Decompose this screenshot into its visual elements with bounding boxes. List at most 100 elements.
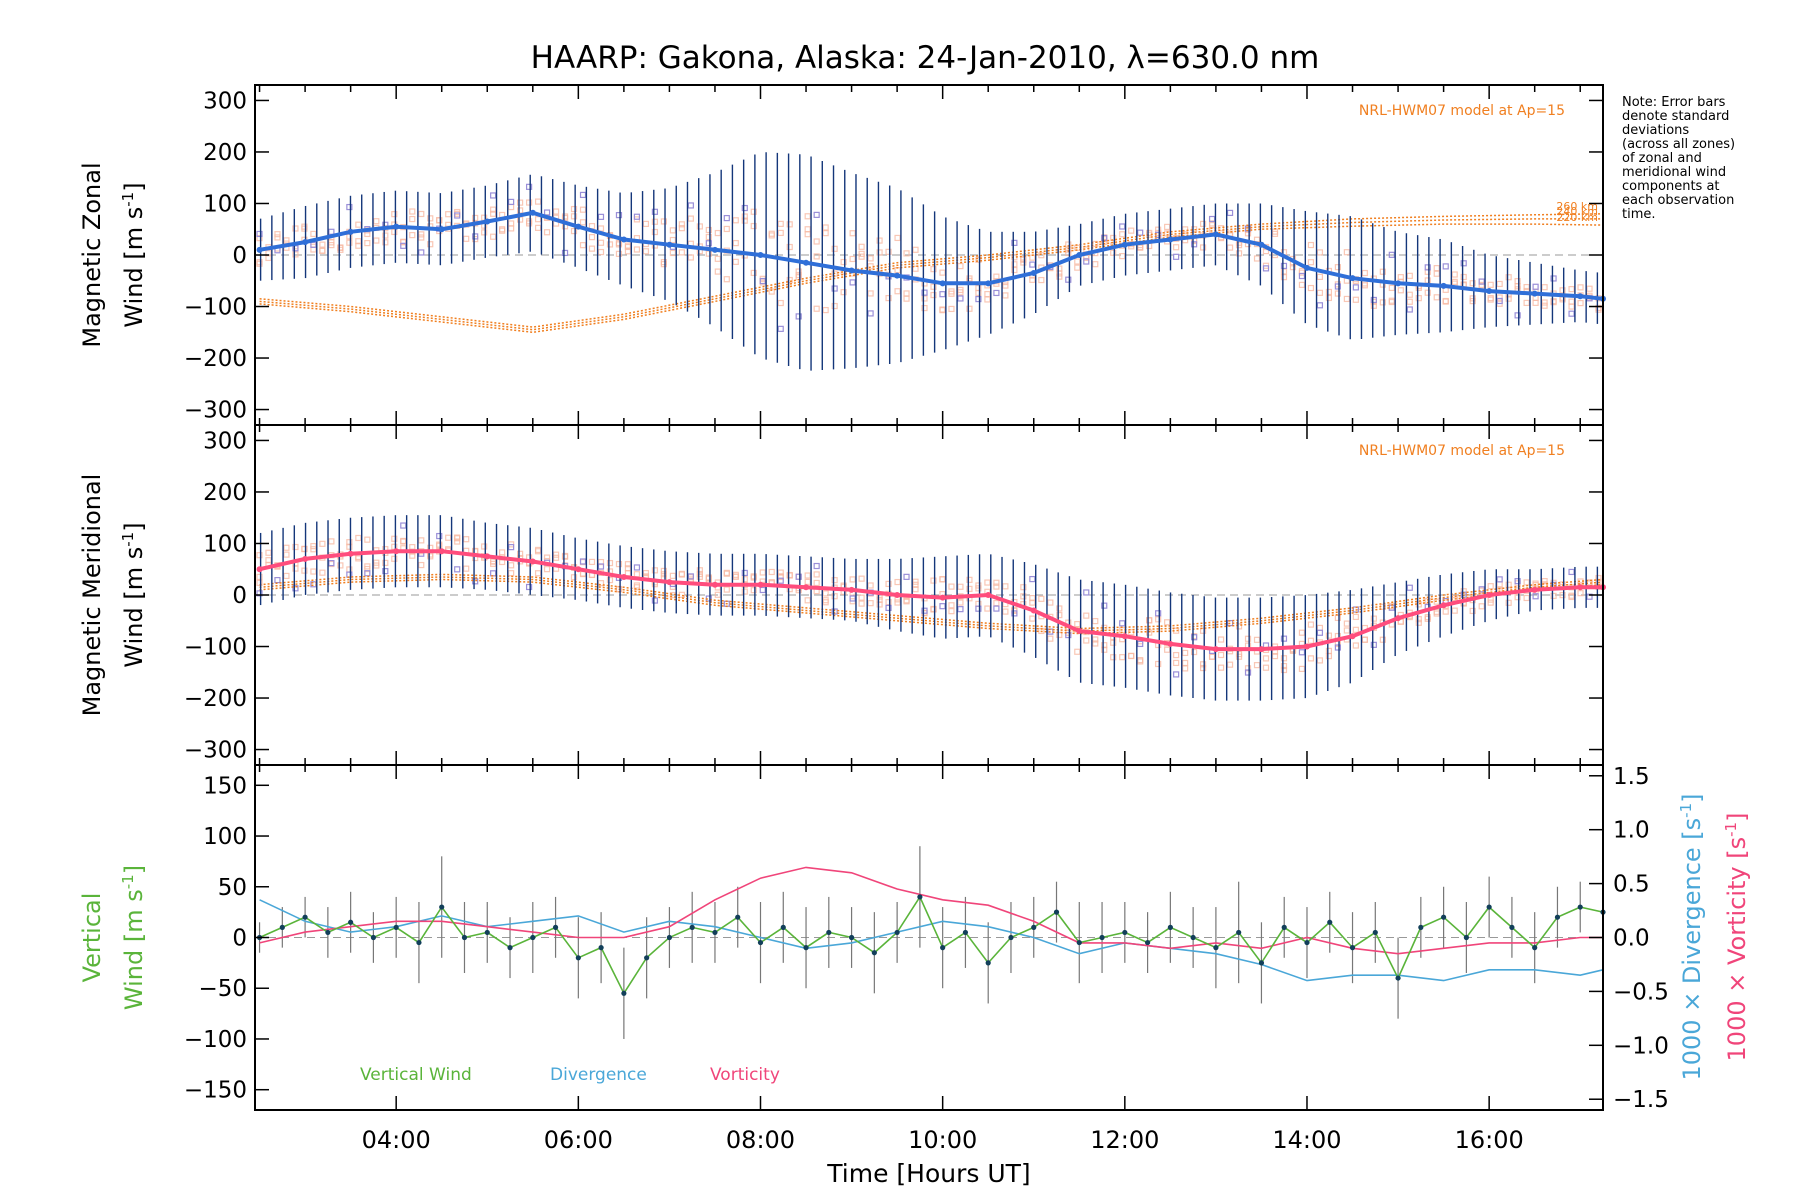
vertical-wind-point (416, 939, 422, 946)
zonal-wind-point (939, 280, 946, 287)
zone-marker (624, 248, 632, 255)
zone-marker (1415, 295, 1422, 302)
scatter-marker (1568, 310, 1575, 317)
zone-marker (517, 550, 524, 557)
zone-marker (840, 289, 847, 296)
zone-marker (732, 258, 739, 265)
zonal-wind-point (894, 272, 901, 279)
scatter-marker (615, 212, 623, 219)
zone-marker (570, 227, 578, 235)
zone-marker (1361, 282, 1368, 289)
zone-marker (1343, 249, 1350, 256)
vertical-wind-point (575, 955, 581, 961)
zone-marker (1092, 261, 1099, 268)
scatter-marker (1424, 264, 1431, 271)
vertical-wind-point (848, 934, 855, 941)
meridional-wind-point (1303, 643, 1310, 650)
zone-marker (1280, 274, 1288, 281)
scatter-marker (1155, 231, 1162, 238)
zone-marker (1146, 629, 1153, 636)
scatter-marker (1155, 610, 1162, 617)
zone-marker (822, 224, 829, 231)
zone-marker (1487, 599, 1494, 606)
scatter-marker (849, 279, 856, 286)
zone-marker (400, 239, 407, 246)
vertical-wind-point (1167, 924, 1173, 930)
zone-marker (615, 241, 623, 248)
zone-marker (310, 543, 317, 550)
x-tick-label: 04:00 (362, 1126, 431, 1154)
meridional-wind-point (939, 594, 946, 601)
zone-marker (732, 239, 739, 247)
scatter-marker (543, 209, 551, 216)
zone-marker (1173, 651, 1180, 659)
zone-marker (1514, 594, 1521, 601)
y-axis-title-line1: Magnetic Meridional (78, 474, 106, 717)
zone-marker (1199, 661, 1207, 668)
scatter-marker (1191, 634, 1198, 641)
vertical-wind-point (1099, 934, 1105, 941)
zone-marker (1352, 613, 1359, 621)
scatter-marker (1550, 275, 1557, 282)
vertical-wind-point (940, 945, 946, 951)
zone-marker (418, 561, 425, 569)
zone-marker (1352, 626, 1359, 633)
zone-marker (1379, 268, 1386, 275)
meridional-wind-point (1531, 586, 1538, 593)
zone-marker (570, 213, 578, 220)
y-tick-label: 50 (218, 875, 247, 901)
zone-marker (804, 597, 811, 604)
zone-marker (1343, 620, 1350, 627)
zone-marker (804, 578, 811, 585)
zone-marker (606, 559, 614, 567)
zone-marker (1083, 637, 1090, 644)
zone-marker (1137, 657, 1144, 664)
zone-marker (1271, 652, 1279, 660)
zone-marker (867, 290, 874, 297)
scatter-marker (975, 295, 982, 303)
note-line: (across all zones) (1622, 137, 1736, 152)
zone-marker (1173, 244, 1180, 251)
zone-marker (957, 599, 964, 606)
y-tick-label: 200 (203, 480, 247, 506)
note-line: time. (1622, 207, 1656, 222)
zone-marker (750, 573, 757, 580)
zone-marker (445, 534, 452, 541)
scatter-marker (490, 192, 497, 199)
zone-marker (364, 240, 371, 247)
zone-marker (750, 222, 757, 230)
zone-marker (1047, 599, 1054, 606)
model-curve-220km (259, 578, 1604, 635)
scatter-marker (975, 605, 982, 612)
zone-marker (903, 290, 910, 297)
zone-marker (1496, 581, 1503, 588)
scatter-marker (1316, 629, 1324, 636)
scatter-marker (957, 295, 964, 302)
zone-marker (1020, 593, 1027, 600)
zone-marker (1541, 284, 1548, 291)
zone-marker (1442, 608, 1449, 615)
scatter-marker (993, 289, 1000, 297)
scatter-marker (921, 289, 928, 296)
zone-marker (1433, 294, 1440, 301)
zone-marker (463, 565, 470, 572)
zone-marker (579, 219, 587, 226)
zone-marker (867, 263, 874, 270)
zone-marker (274, 231, 281, 238)
scatter-marker (508, 198, 515, 205)
scatter-marker (1388, 251, 1395, 258)
zone-marker (1217, 651, 1225, 659)
zone-marker (642, 220, 650, 228)
zone-marker (588, 245, 596, 252)
scatter-marker (1173, 253, 1180, 260)
meridional-wind-point (302, 555, 309, 562)
zone-marker (894, 578, 901, 586)
zone-marker (822, 590, 829, 597)
y-tick-label: 200 (203, 140, 247, 166)
zone-marker (930, 283, 937, 290)
scatter-marker (1029, 575, 1036, 583)
zone-marker (1038, 276, 1045, 284)
zone-marker (723, 570, 730, 577)
scatter-marker (418, 249, 425, 256)
scatter-marker (1011, 239, 1018, 246)
